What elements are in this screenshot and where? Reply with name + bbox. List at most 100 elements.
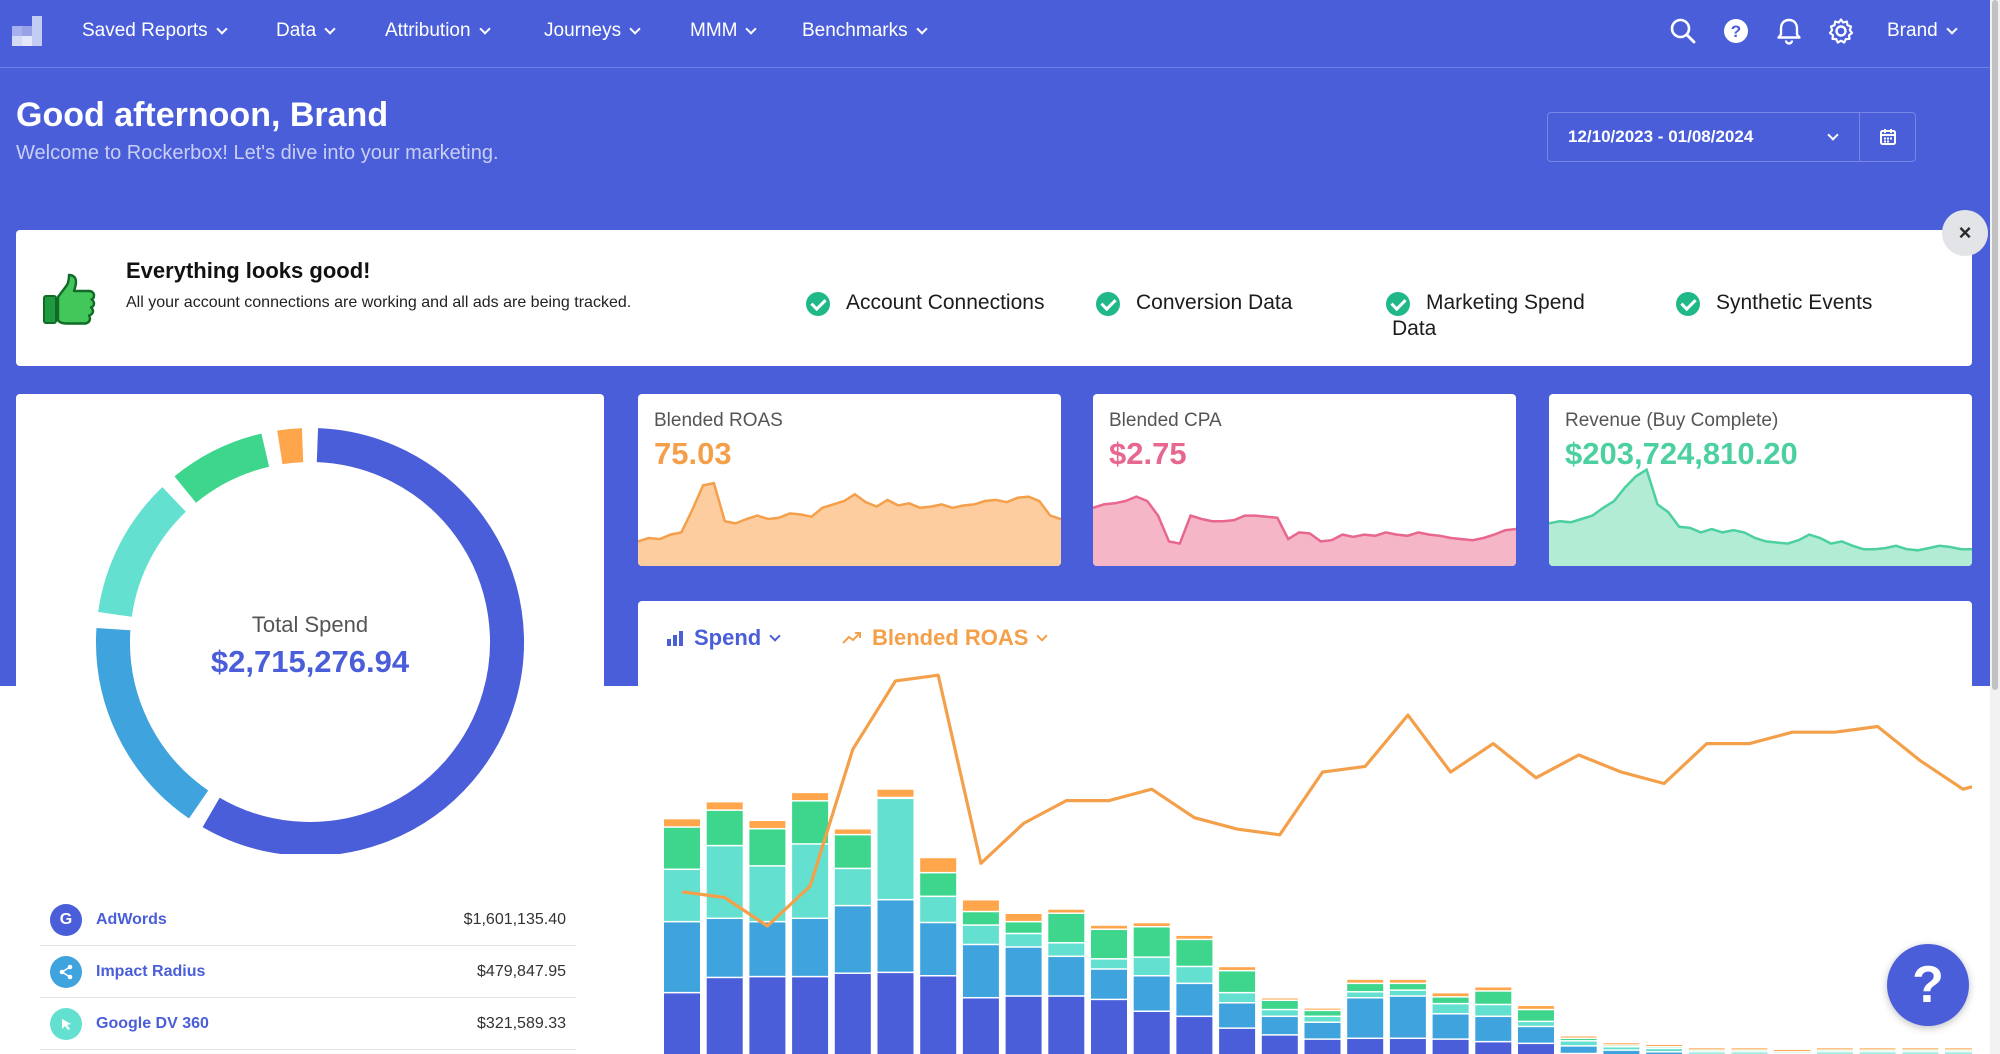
bar-segment[interactable]	[792, 977, 829, 1054]
bar-segment[interactable]	[877, 789, 914, 797]
bar-segment[interactable]	[920, 873, 957, 896]
bar-segment[interactable]	[1005, 947, 1042, 996]
bar-segment[interactable]	[1475, 1017, 1512, 1041]
bar-segment[interactable]	[1091, 959, 1127, 969]
bar-segment[interactable]	[1731, 1048, 1768, 1050]
bar-segment[interactable]	[1048, 996, 1085, 1054]
bar-segment[interactable]	[1133, 927, 1170, 957]
bar-segment[interactable]	[1603, 1043, 1640, 1045]
bar-segment[interactable]	[1133, 957, 1170, 975]
roas-metric-selector[interactable]: Blended ROAS	[842, 625, 1049, 651]
bar-segment[interactable]	[1389, 984, 1426, 990]
spend-row-name[interactable]: Google DV 360	[96, 1014, 209, 1032]
nav-benchmarks[interactable]: Benchmarks	[802, 20, 928, 42]
bar-segment[interactable]	[1091, 925, 1127, 929]
bar-segment[interactable]	[920, 858, 957, 872]
bar-segment[interactable]	[706, 919, 743, 977]
bar-segment[interactable]	[1176, 940, 1213, 966]
bar-segment[interactable]	[1603, 1047, 1640, 1050]
bar-segment[interactable]	[1219, 967, 1256, 970]
bar-segment[interactable]	[1518, 1006, 1554, 1009]
bell-icon[interactable]	[1774, 16, 1804, 46]
bar-segment[interactable]	[664, 922, 700, 992]
bar-segment[interactable]	[792, 801, 829, 844]
bar-segment[interactable]	[1176, 984, 1213, 1016]
bar-segment[interactable]	[1518, 1022, 1554, 1026]
bar-segment[interactable]	[920, 923, 957, 975]
spend-row-impact-radius[interactable]: Impact Radius $479,847.95	[40, 946, 576, 998]
bar-segment[interactable]	[1902, 1048, 1939, 1050]
bar-segment[interactable]	[962, 945, 999, 997]
bar-segment[interactable]	[1432, 1039, 1469, 1054]
bar-segment[interactable]	[1389, 990, 1426, 996]
bar-segment[interactable]	[1859, 1048, 1896, 1050]
bar-segment[interactable]	[1389, 979, 1426, 983]
bar-segment[interactable]	[1603, 1050, 1640, 1054]
bar-segment[interactable]	[962, 925, 999, 944]
bar-segment[interactable]	[962, 912, 999, 925]
bar-segment[interactable]	[664, 993, 700, 1054]
bar-segment[interactable]	[1389, 1039, 1426, 1054]
donut-segment-1[interactable]	[96, 628, 209, 819]
donut-segment-2[interactable]	[98, 487, 187, 618]
bar-segment[interactable]	[1518, 1027, 1554, 1043]
bar-segment[interactable]	[1304, 1022, 1341, 1039]
bar-segment[interactable]	[1261, 1010, 1298, 1016]
spend-metric-selector[interactable]: Spend	[666, 625, 781, 651]
bar-segment[interactable]	[1560, 1039, 1597, 1041]
bar-segment[interactable]	[1816, 1052, 1853, 1054]
bar-segment[interactable]	[1219, 1003, 1256, 1028]
metric-card-blended-cpa[interactable]: Blended CPA $2.75	[1093, 394, 1516, 566]
bar-segment[interactable]	[792, 919, 829, 976]
donut-segment-0[interactable]	[202, 428, 524, 854]
user-menu[interactable]: Brand	[1887, 20, 1958, 42]
bar-segment[interactable]	[749, 821, 786, 828]
date-range-value[interactable]: 12/10/2023 - 01/08/2024	[1568, 127, 1754, 146]
bar-segment[interactable]	[1219, 971, 1256, 992]
spend-row-adwords[interactable]: G AdWords $1,601,135.40	[40, 894, 576, 946]
spend-row-name[interactable]: AdWords	[96, 910, 167, 928]
bar-segment[interactable]	[1347, 979, 1384, 983]
bar-segment[interactable]	[1518, 1044, 1554, 1054]
bar-segment[interactable]	[877, 799, 914, 899]
bar-segment[interactable]	[834, 829, 871, 834]
bar-segment[interactable]	[1261, 1035, 1298, 1054]
bar-segment[interactable]	[1646, 1044, 1683, 1046]
bar-segment[interactable]	[1945, 1048, 1972, 1050]
bar-segment[interactable]	[1261, 998, 1298, 1000]
bar-segment[interactable]	[1048, 913, 1085, 943]
bar-segment[interactable]	[1816, 1048, 1853, 1050]
bar-segment[interactable]	[664, 827, 700, 869]
nav-mmm[interactable]: MMM	[690, 20, 758, 42]
bar-segment[interactable]	[1347, 1039, 1384, 1054]
bar-segment[interactable]	[1347, 984, 1384, 992]
help-icon[interactable]: ?	[1721, 16, 1751, 46]
bar-segment[interactable]	[1219, 1028, 1256, 1054]
bar-segment[interactable]	[1560, 1036, 1597, 1038]
bar-segment[interactable]	[749, 829, 786, 866]
bar-segment[interactable]	[1347, 992, 1384, 997]
bar-segment[interactable]	[1688, 1048, 1725, 1050]
bar-segment[interactable]	[834, 906, 871, 973]
bar-segment[interactable]	[706, 810, 743, 845]
bar-segment[interactable]	[834, 973, 871, 1054]
bar-segment[interactable]	[1774, 1050, 1811, 1052]
bar-segment[interactable]	[1005, 934, 1042, 947]
bar-segment[interactable]	[749, 977, 786, 1054]
bar-segment[interactable]	[1133, 1011, 1170, 1054]
bar-segment[interactable]	[1432, 1004, 1469, 1014]
bar-segment[interactable]	[1646, 1052, 1683, 1054]
bar-segment[interactable]	[1304, 1039, 1341, 1054]
bar-segment[interactable]	[1432, 1014, 1469, 1039]
bar-segment[interactable]	[1518, 1010, 1554, 1021]
bar-segment[interactable]	[792, 793, 829, 801]
gear-icon[interactable]	[1826, 16, 1856, 46]
scrollbar-thumb[interactable]	[1992, 0, 1998, 690]
bar-segment[interactable]	[1005, 996, 1042, 1054]
bar-segment[interactable]	[1347, 998, 1384, 1038]
bar-segment[interactable]	[834, 869, 871, 905]
bar-segment[interactable]	[1304, 1008, 1341, 1010]
bar-segment[interactable]	[1432, 997, 1469, 1003]
bar-segment[interactable]	[1048, 943, 1085, 956]
bar-segment[interactable]	[1261, 1001, 1298, 1009]
